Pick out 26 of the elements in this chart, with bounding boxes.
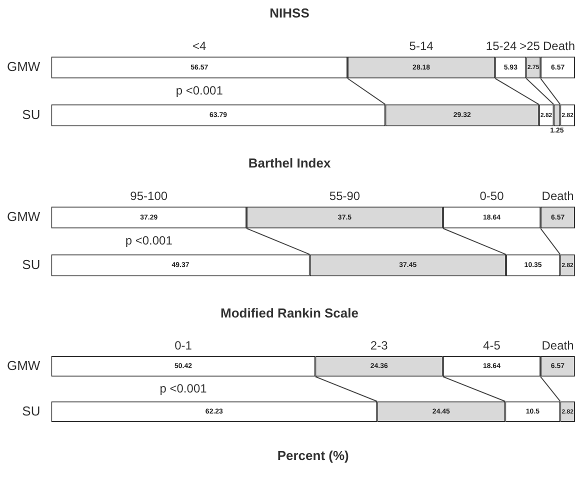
annotation: p <0.001: [176, 84, 224, 98]
series-label: 95-100: [130, 188, 168, 203]
y-tick-label: GMW: [6, 358, 41, 373]
annotation: p <0.001: [160, 381, 208, 396]
x-axis-title: Percent (%): [277, 448, 349, 463]
series-label: Death: [542, 188, 574, 203]
series-label: 15-24: [486, 38, 517, 53]
series-label: 0-1: [174, 338, 192, 352]
series-label: >25: [520, 38, 540, 53]
annotation: p <0.001: [125, 234, 173, 248]
series-label: 0-50: [480, 188, 504, 203]
y-tick-label: GMW: [6, 209, 41, 224]
y-tick-label: SU: [22, 403, 40, 418]
series-label: 4-5: [483, 338, 501, 352]
chart-title: Modified Rankin Scale: [220, 305, 358, 320]
series-label: Death: [542, 338, 574, 352]
chart-title: NIHSS: [270, 5, 310, 20]
y-tick-label: GMW: [6, 59, 41, 74]
series-label: 55-90: [329, 188, 360, 203]
series-label: Death: [542, 38, 576, 53]
series-label: 5-14: [409, 38, 434, 53]
series-label: <4: [192, 38, 207, 53]
series-label: 2-3: [370, 338, 388, 352]
y-tick-label: SU: [22, 106, 40, 122]
y-tick-label: SU: [22, 256, 40, 272]
chart-title: Barthel Index: [248, 155, 332, 170]
